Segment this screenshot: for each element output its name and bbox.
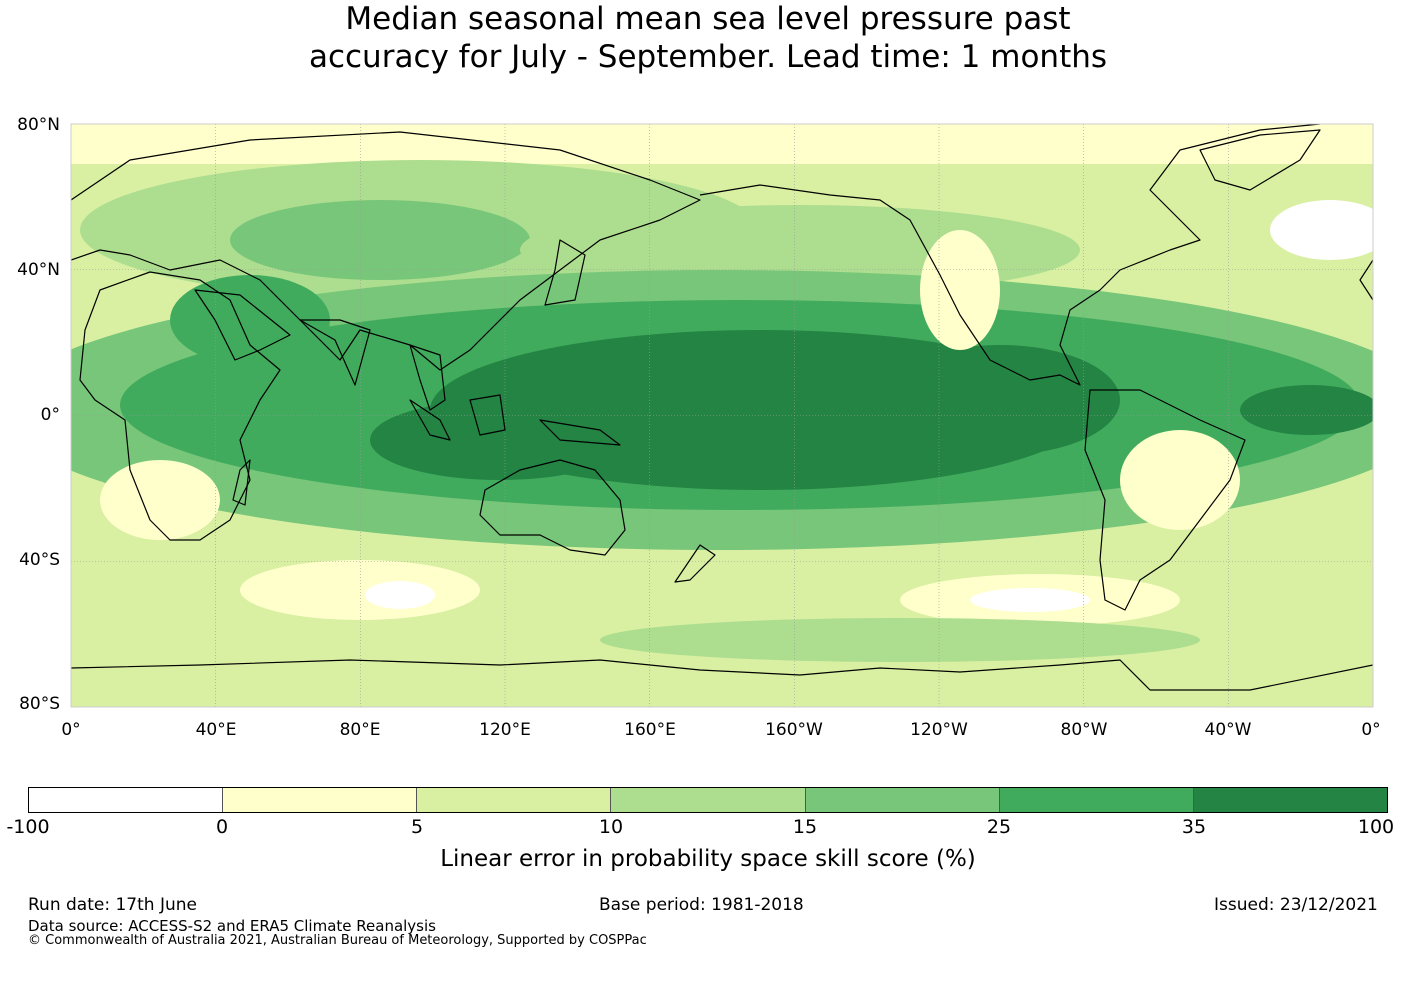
arabia-coastline xyxy=(194,289,291,361)
colorbar-tick-label: 100 xyxy=(1357,816,1395,838)
title-line-1: Median seasonal mean sea level pressure … xyxy=(345,1,1071,37)
new-guinea-coastline xyxy=(539,419,621,446)
copyright-notice: © Commonwealth of Australia 2021, Austra… xyxy=(28,933,647,948)
atlantic-core-35 xyxy=(1240,385,1373,435)
colorbar-segment-7 xyxy=(1193,788,1387,812)
africa-coastline xyxy=(79,271,281,541)
lat-label-0: 0° xyxy=(40,405,60,425)
lon-label-40w: 40°W xyxy=(1204,720,1252,740)
lon-label-120e: 120°E xyxy=(479,720,531,740)
colorbar-tick-label: 35 xyxy=(1181,816,1207,838)
antarctica-coastline xyxy=(71,659,1373,691)
graticule xyxy=(71,124,1373,707)
southern-ocean-white-2 xyxy=(365,581,435,609)
lon-label-160e: 160°E xyxy=(624,720,676,740)
base-period: Base period: 1981-2018 xyxy=(599,895,804,915)
lon-label-0-right: 0° xyxy=(1361,720,1381,740)
sumatra-coastline xyxy=(409,399,451,441)
lon-label-40e: 40°E xyxy=(195,720,237,740)
south-america-coastline xyxy=(1084,389,1246,611)
colorbar-tick-label: -100 xyxy=(6,816,50,838)
australia-coastline xyxy=(479,459,626,556)
skill-score-map xyxy=(70,123,1374,708)
eurasia-coastline xyxy=(71,131,701,371)
madagascar-coastline xyxy=(232,459,251,506)
colorbar-segment-2 xyxy=(223,788,418,812)
issued-date: Issued: 23/12/2021 xyxy=(1214,895,1378,915)
colorbar-tick-label: 10 xyxy=(598,816,624,838)
colorbar xyxy=(28,787,1388,813)
title-line-2: accuracy for July - September. Lead time… xyxy=(308,39,1108,75)
north-america-coastline xyxy=(699,124,1321,386)
indochina-coastline xyxy=(409,344,446,411)
maritime-core-35 xyxy=(370,400,630,480)
colorbar-tick-label: 5 xyxy=(410,816,424,838)
india-coastline xyxy=(299,319,371,386)
colorbar-segment-6 xyxy=(999,788,1194,812)
south-america-light xyxy=(1120,430,1240,530)
arctic-band xyxy=(71,124,1373,164)
lon-label-160w: 160°W xyxy=(765,720,823,740)
new-zealand-coastline xyxy=(674,544,716,583)
lat-label-40s: 40°S xyxy=(19,550,60,570)
southern-ocean-white-1 xyxy=(970,588,1090,612)
borneo-coastline xyxy=(469,394,506,436)
arabia-band-25 xyxy=(170,275,330,365)
colorbar-segment-4 xyxy=(611,788,806,812)
southern-ocean-band-15 xyxy=(600,618,1200,662)
map-title: Median seasonal mean sea level pressure … xyxy=(0,0,1416,76)
colorbar-tick-label: 0 xyxy=(215,816,229,838)
lon-label-0-left: 0° xyxy=(61,720,81,740)
japan-coastline xyxy=(544,239,586,306)
greenland-coastline xyxy=(1199,129,1321,191)
lat-label-80s: 80°S xyxy=(19,694,60,714)
colorbar-tick-label: 15 xyxy=(792,816,818,838)
north-america-light xyxy=(920,230,1000,350)
lon-label-80e: 80°E xyxy=(339,720,381,740)
colorbar-segment-3 xyxy=(417,788,612,812)
lon-label-120w: 120°W xyxy=(910,720,968,740)
colorbar-segment-1 xyxy=(29,788,224,812)
pacific-core-35-east xyxy=(880,345,1120,455)
africa-south-light xyxy=(100,460,220,540)
colorbar-label: Linear error in probability space skill … xyxy=(440,846,976,872)
data-source: Data source: ACCESS-S2 and ERA5 Climate … xyxy=(28,917,436,935)
colorbar-segment-5 xyxy=(805,788,1000,812)
lat-label-40n: 40°N xyxy=(17,260,60,280)
lon-label-80w: 80°W xyxy=(1060,720,1108,740)
eurasia-band-25 xyxy=(230,200,530,280)
north-atlantic-white xyxy=(1270,200,1373,260)
europe-west-coastline xyxy=(1359,259,1373,301)
colorbar-tick-label: 25 xyxy=(986,816,1012,838)
coastlines xyxy=(71,124,1373,691)
map-frame xyxy=(70,123,1374,708)
lat-label-80n: 80°N xyxy=(17,115,60,135)
run-date: Run date: 17th June xyxy=(28,895,197,915)
